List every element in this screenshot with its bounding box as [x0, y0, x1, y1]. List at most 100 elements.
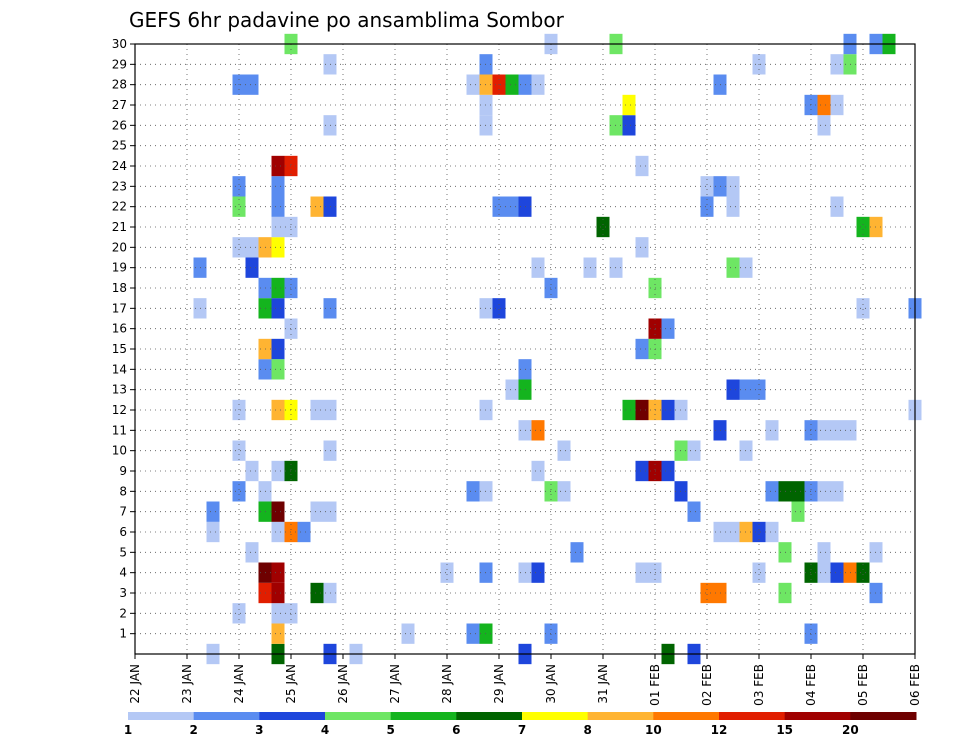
heat-cell: [791, 501, 805, 522]
heat-cell: [232, 176, 246, 197]
heat-cell: [830, 94, 844, 116]
heat-cell: [466, 623, 480, 644]
y-tick-label: 28: [112, 78, 127, 92]
heat-cell: [622, 399, 636, 421]
heat-cell: [492, 298, 506, 319]
heat-cell: [726, 196, 740, 217]
heat-cell: [700, 196, 714, 217]
heat-cell: [661, 460, 675, 482]
cells-layer: [193, 33, 922, 665]
y-tick-label: 9: [119, 464, 127, 478]
heat-cell: [817, 420, 831, 441]
heat-cell: [271, 582, 285, 604]
y-tick-label: 20: [112, 240, 127, 254]
heat-cell: [310, 399, 324, 421]
heat-cell: [765, 420, 779, 441]
x-axis: 22 JAN 23 JAN 24 JAN 25 JAN 26 JAN 27 JAN 28 J…: [128, 654, 922, 706]
heat-cell: [557, 481, 571, 502]
heat-cell: [622, 115, 636, 136]
heat-cell: [856, 216, 870, 238]
colorbar-label: 3: [255, 723, 263, 737]
colorbar-segment: [784, 712, 851, 720]
y-tick-label: 18: [112, 281, 127, 295]
heat-cell: [726, 257, 740, 278]
y-tick-label: 16: [112, 322, 127, 336]
y-tick-label: 15: [112, 342, 127, 356]
y-tick-label: 8: [119, 484, 127, 498]
heat-cell: [817, 562, 831, 583]
y-tick-label: 19: [112, 261, 127, 275]
heat-cell: [557, 440, 571, 461]
heat-cell: [232, 196, 246, 217]
heat-cell: [505, 196, 519, 217]
heat-cell: [635, 338, 649, 360]
colorbar: 1 2 3 4 5 6 7 8 10 12 15 20: [124, 712, 917, 737]
colorbar-label: 4: [321, 723, 329, 737]
x-tick-label: 31 JAN: [596, 664, 610, 704]
colorbar-segment: [128, 712, 195, 720]
heat-cell: [297, 521, 311, 543]
heat-cell: [817, 115, 831, 136]
heat-cell: [271, 196, 285, 217]
x-tick-label: 26 JAN: [336, 664, 350, 704]
x-tick-label: 24 JAN: [232, 664, 246, 704]
heat-cell: [245, 237, 259, 258]
heat-cell: [830, 420, 844, 441]
y-tick-label: 17: [112, 301, 127, 315]
heat-cell: [440, 562, 454, 583]
heat-cell: [830, 481, 844, 502]
heat-cell: [596, 216, 610, 238]
heat-cell: [245, 257, 259, 278]
x-tick-label: 06 FEB: [908, 664, 922, 706]
heat-cell: [661, 399, 675, 421]
heat-cell: [830, 54, 844, 75]
heat-cell: [271, 562, 285, 583]
heat-cell: [492, 196, 506, 217]
colorbar-segment: [653, 712, 720, 720]
heat-cell: [752, 521, 766, 543]
heat-cell: [687, 440, 701, 461]
heat-cell: [401, 623, 415, 644]
heat-cell: [505, 379, 519, 400]
y-tick-label: 2: [119, 606, 127, 620]
heat-cell: [271, 237, 285, 258]
colorbar-segment: [259, 712, 326, 720]
heat-cell: [791, 481, 805, 502]
y-tick-label: 22: [112, 200, 127, 214]
heat-cell: [232, 603, 246, 624]
x-tick-label: 04 FEB: [804, 664, 818, 706]
y-tick-label: 27: [112, 98, 127, 112]
heat-cell: [206, 501, 220, 522]
heat-cell: [271, 176, 285, 197]
heat-cell: [531, 460, 545, 482]
heat-cell: [531, 562, 545, 583]
heat-cell: [310, 582, 324, 604]
colorbar-label: 2: [189, 723, 197, 737]
y-tick-label: 11: [112, 423, 127, 437]
heat-cell: [271, 460, 285, 482]
heat-cell: [635, 155, 649, 177]
heat-cell: [830, 196, 844, 217]
heat-cell: [531, 74, 545, 95]
x-tick-label: 05 FEB: [856, 664, 870, 706]
colorbar-segment: [587, 712, 654, 720]
heat-cell: [531, 420, 545, 441]
y-tick-label: 13: [112, 383, 127, 397]
heat-cell: [232, 481, 246, 502]
heat-cell: [271, 399, 285, 421]
heat-cell: [232, 237, 246, 258]
heat-cell: [310, 501, 324, 522]
y-tick-label: 12: [112, 403, 127, 417]
heat-cell: [271, 277, 285, 299]
y-tick-label: 21: [112, 220, 127, 234]
x-tick-label: 03 FEB: [752, 664, 766, 706]
colorbar-label: 20: [842, 723, 859, 737]
y-tick-label: 24: [112, 159, 127, 173]
colorbar-segment: [850, 712, 917, 720]
heat-cell: [271, 359, 285, 380]
x-tick-label: 23 JAN: [180, 664, 194, 704]
x-tick-label: 22 JAN: [128, 664, 142, 704]
y-tick-label: 5: [119, 545, 127, 559]
colorbar-segment: [325, 712, 392, 720]
colorbar-segment: [522, 712, 589, 720]
